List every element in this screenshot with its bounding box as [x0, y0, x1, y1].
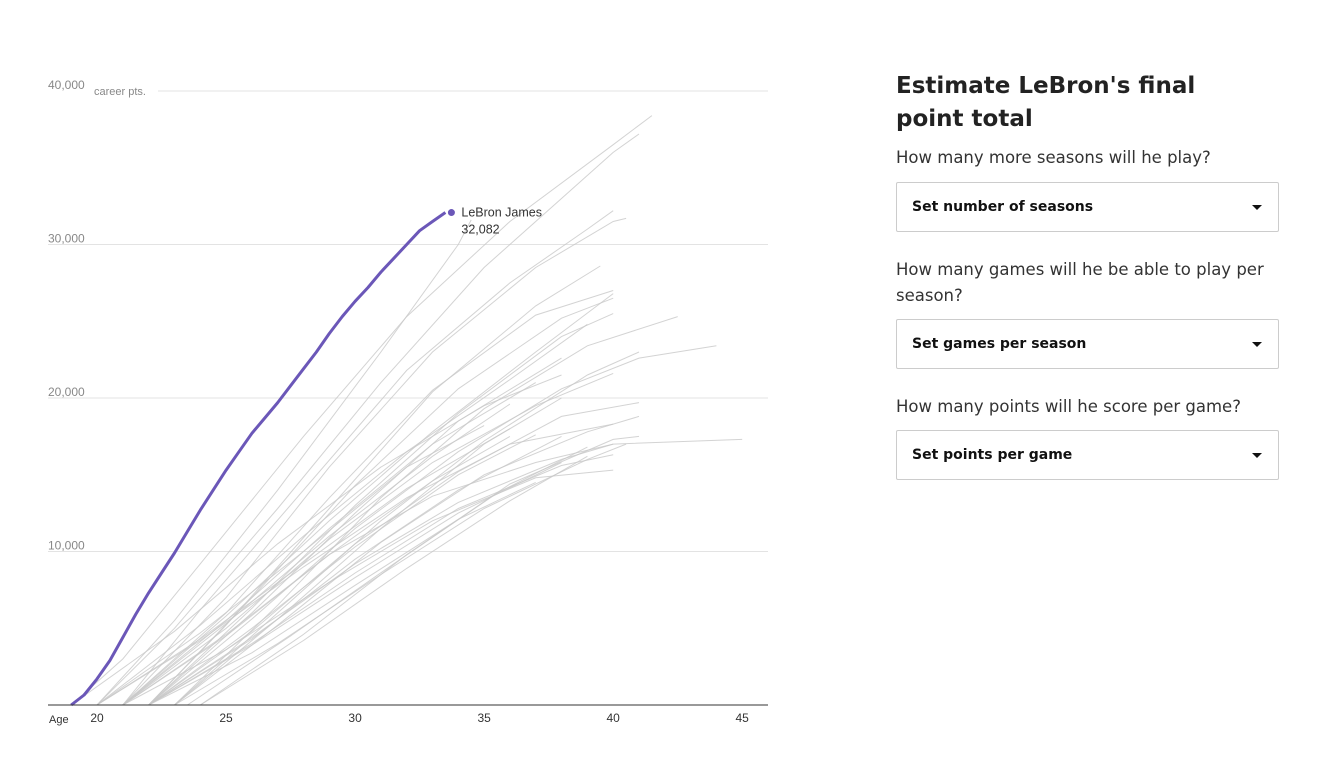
comparison-line: [174, 415, 640, 706]
x-tick-label: 35: [477, 711, 491, 725]
estimate-panel: Estimate LeBron's final point total How …: [896, 70, 1279, 480]
comparison-line: [70, 115, 653, 706]
gridlines: [48, 90, 768, 552]
games-select[interactable]: Set games per season: [896, 319, 1279, 369]
panel-title: Estimate LeBron's final point total: [896, 73, 1196, 132]
y-tick-label: 40,000: [48, 78, 85, 92]
comparison-line: [174, 443, 627, 706]
y-tick-label: 10,000: [48, 539, 85, 553]
comparison-line: [187, 446, 588, 706]
chevron-down-icon: [1252, 453, 1262, 458]
comparison-line: [96, 423, 614, 706]
comparison-line: [122, 469, 614, 706]
comparison-line: [174, 397, 562, 706]
x-tick-label: 25: [219, 711, 233, 725]
comparison-line: [174, 351, 640, 706]
career-points-chart: 10,000 20,000 30,000 40,000 career pts. Age …: [48, 78, 768, 726]
highlight-series: [70, 209, 455, 707]
chevron-down-icon: [1252, 205, 1262, 210]
comparison-line: [148, 481, 536, 706]
chevron-down-icon: [1252, 342, 1262, 347]
x-tick-label: 40: [606, 711, 620, 725]
comparison-line: [148, 345, 717, 706]
comparison-line: [70, 374, 562, 706]
question-points: How many points will he score per game?: [896, 397, 1241, 416]
comparison-line: [200, 455, 588, 706]
y-unit-label: career pts.: [94, 86, 146, 98]
x-axis-labels: Age 20 25 30 35 40 45: [49, 711, 749, 726]
comparison-line: [200, 435, 640, 706]
comparison-line: [148, 313, 614, 706]
comparison-line: [122, 382, 536, 706]
question-games: How many games will he be able to play p…: [896, 260, 1264, 305]
comparison-line: [96, 219, 472, 706]
comparison-line: [122, 217, 627, 706]
comparison-line: [122, 290, 614, 706]
comparison-line: [122, 403, 511, 706]
lebron-endpoint-dot: [447, 209, 455, 217]
y-tick-label: 20,000: [48, 385, 85, 399]
highlight-value-label: 32,082: [461, 223, 499, 237]
points-select-label: Set points per game: [912, 447, 1073, 463]
highlight-annotation: LeBron James 32,082: [461, 206, 542, 237]
highlight-name-label: LeBron James: [461, 206, 542, 220]
y-axis-labels: 10,000 20,000 30,000 40,000 career pts.: [48, 78, 146, 553]
x-tick-label: 30: [348, 711, 362, 725]
lebron-line: [70, 211, 447, 707]
comparison-line: [148, 462, 562, 706]
comparison-line: [148, 443, 614, 706]
comparison-line: [96, 428, 511, 706]
comparison-line: [122, 372, 614, 706]
comparison-line: [96, 323, 588, 706]
y-tick-label: 30,000: [48, 232, 85, 246]
x-axis-prefix: Age: [49, 714, 69, 726]
comparison-line: [148, 454, 614, 706]
comparison-line: [122, 435, 511, 706]
seasons-select[interactable]: Set number of seasons: [896, 182, 1279, 232]
comparison-line: [122, 293, 614, 706]
seasons-select-label: Set number of seasons: [912, 199, 1094, 215]
comparison-line: [96, 133, 640, 706]
comparison-line: [148, 434, 536, 706]
comparison-line: [148, 357, 562, 706]
comparison-line: [148, 435, 562, 706]
comparison-line: [148, 297, 614, 706]
games-select-label: Set games per season: [912, 336, 1087, 352]
comparison-lines: [70, 115, 743, 706]
x-tick-label: 45: [736, 711, 750, 725]
x-tick-label: 20: [90, 711, 104, 725]
question-seasons: How many more seasons will he play?: [896, 148, 1211, 167]
points-select[interactable]: Set points per game: [896, 430, 1279, 480]
